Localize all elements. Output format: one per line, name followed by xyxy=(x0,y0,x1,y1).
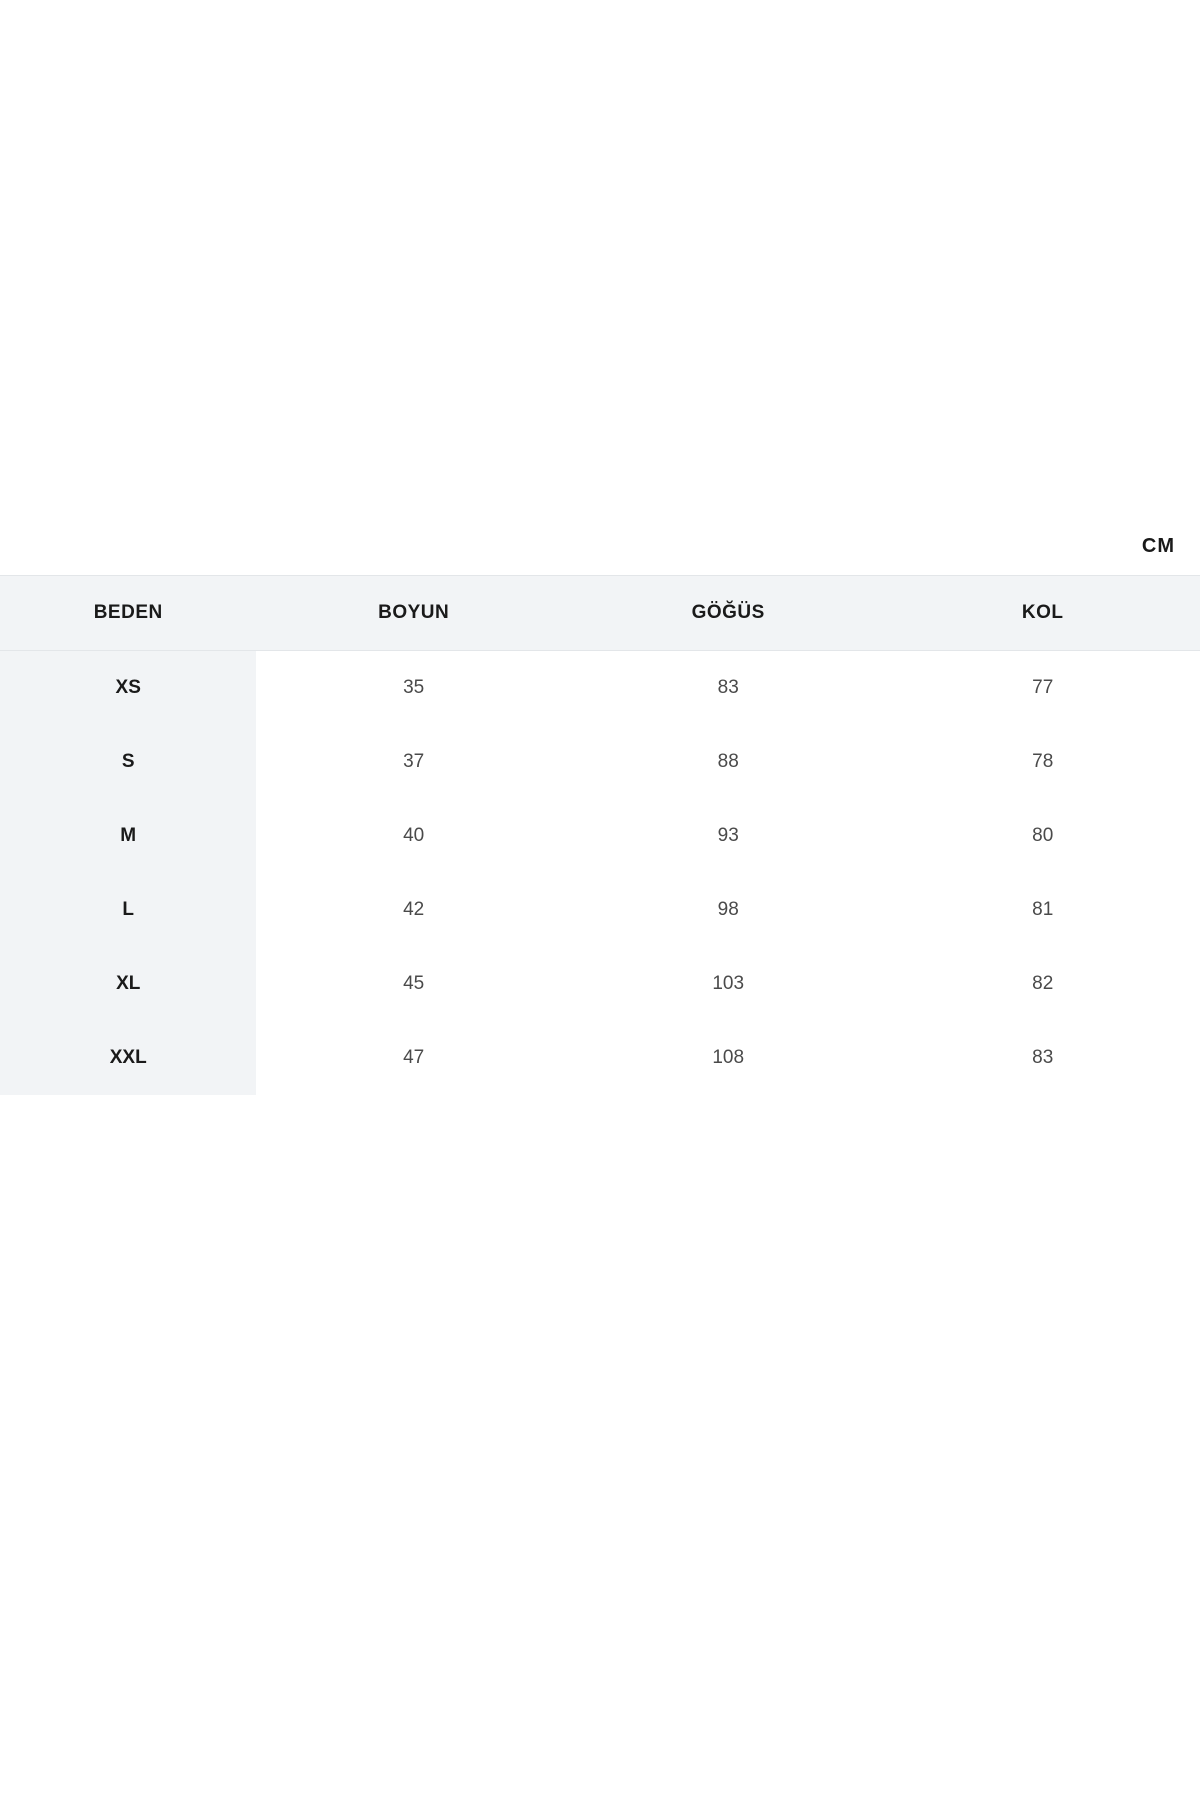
column-header-chest: GÖĞÜS xyxy=(571,576,886,651)
table-row: M 40 93 80 xyxy=(0,799,1200,873)
cell-value: 47 xyxy=(256,1021,571,1095)
table-row: S 37 88 78 xyxy=(0,725,1200,799)
cell-value: 80 xyxy=(885,799,1200,873)
cell-value: 78 xyxy=(885,725,1200,799)
row-label: M xyxy=(0,799,256,873)
row-label: XL xyxy=(0,947,256,1021)
column-header-neck: BOYUN xyxy=(256,576,571,651)
size-chart-container: CM BEDEN BOYUN GÖĞÜS KOL XS 35 83 77 S 3… xyxy=(0,575,1200,1095)
column-header-size: BEDEN xyxy=(0,576,256,651)
cell-value: 35 xyxy=(256,651,571,726)
column-header-sleeve: KOL xyxy=(885,576,1200,651)
cell-value: 88 xyxy=(571,725,886,799)
size-table: BEDEN BOYUN GÖĞÜS KOL XS 35 83 77 S 37 8… xyxy=(0,575,1200,1095)
unit-label: CM xyxy=(1142,535,1175,558)
cell-value: 81 xyxy=(885,873,1200,947)
cell-value: 40 xyxy=(256,799,571,873)
cell-value: 98 xyxy=(571,873,886,947)
table-row: XS 35 83 77 xyxy=(0,651,1200,726)
table-row: L 42 98 81 xyxy=(0,873,1200,947)
cell-value: 103 xyxy=(571,947,886,1021)
table-header-row: BEDEN BOYUN GÖĞÜS KOL xyxy=(0,576,1200,651)
table-row: XL 45 103 82 xyxy=(0,947,1200,1021)
cell-value: 37 xyxy=(256,725,571,799)
row-label: XS xyxy=(0,651,256,726)
table-row: XXL 47 108 83 xyxy=(0,1021,1200,1095)
cell-value: 77 xyxy=(885,651,1200,726)
cell-value: 45 xyxy=(256,947,571,1021)
row-label: XXL xyxy=(0,1021,256,1095)
cell-value: 83 xyxy=(885,1021,1200,1095)
row-label: S xyxy=(0,725,256,799)
cell-value: 83 xyxy=(571,651,886,726)
cell-value: 82 xyxy=(885,947,1200,1021)
row-label: L xyxy=(0,873,256,947)
cell-value: 93 xyxy=(571,799,886,873)
cell-value: 42 xyxy=(256,873,571,947)
cell-value: 108 xyxy=(571,1021,886,1095)
